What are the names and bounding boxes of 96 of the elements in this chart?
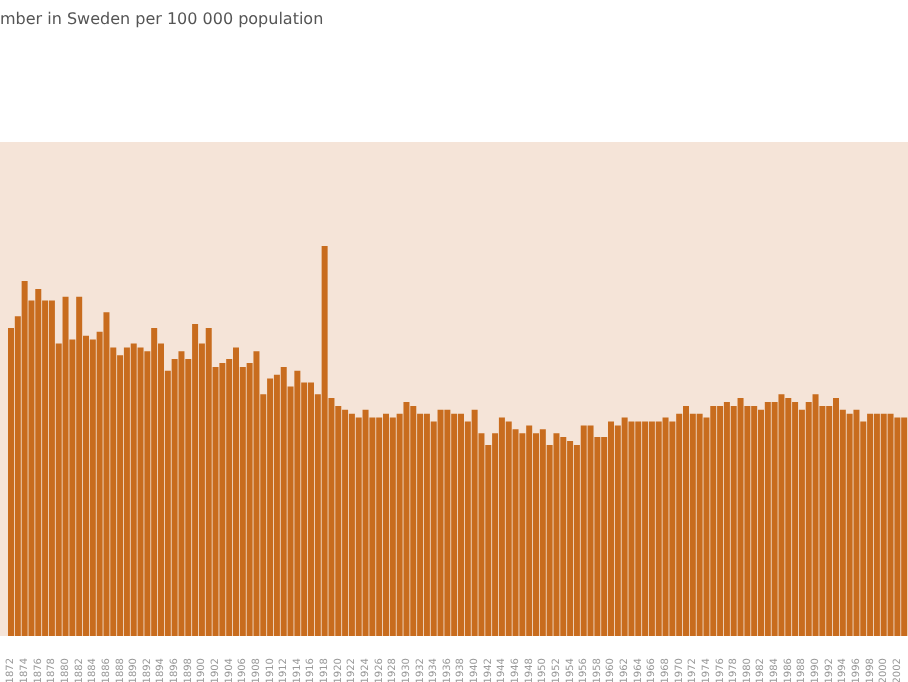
bar xyxy=(635,421,642,636)
bar xyxy=(123,347,130,636)
bar xyxy=(553,433,560,636)
bar xyxy=(846,413,853,636)
bar xyxy=(89,339,96,636)
bar xyxy=(723,402,730,636)
bar xyxy=(826,405,833,636)
bar xyxy=(48,300,55,636)
bar xyxy=(273,374,280,636)
bar xyxy=(376,417,383,636)
bar xyxy=(894,417,901,636)
bar xyxy=(669,421,676,636)
bar xyxy=(219,363,226,636)
bar xyxy=(648,421,655,636)
bar xyxy=(867,413,874,636)
bar xyxy=(771,402,778,636)
bar xyxy=(873,413,880,636)
bar xyxy=(383,413,389,636)
bar xyxy=(342,409,349,636)
bar xyxy=(778,394,785,636)
bar xyxy=(403,402,410,636)
bar xyxy=(758,409,764,636)
bar xyxy=(655,421,662,636)
bar xyxy=(130,343,137,636)
bar xyxy=(621,417,628,636)
bar xyxy=(696,413,703,636)
bar xyxy=(785,398,792,636)
bar xyxy=(355,417,362,636)
bar xyxy=(880,413,887,636)
bar xyxy=(205,327,212,636)
chart-title: mber in Sweden per 100 000 population xyxy=(0,10,324,28)
bar xyxy=(614,425,621,636)
bar xyxy=(539,429,546,636)
bar xyxy=(642,421,649,636)
bar xyxy=(798,409,805,636)
bar xyxy=(178,351,185,636)
bar xyxy=(437,409,444,636)
bar xyxy=(410,405,417,636)
bar xyxy=(35,288,42,636)
bar xyxy=(853,409,860,636)
bar xyxy=(764,402,771,636)
bar xyxy=(792,402,799,636)
bar xyxy=(567,441,574,636)
bar xyxy=(423,413,430,636)
bar xyxy=(362,409,369,636)
bar xyxy=(280,366,287,636)
bar xyxy=(348,413,355,636)
bar xyxy=(805,402,812,636)
bar xyxy=(717,405,724,636)
bar xyxy=(294,370,301,636)
bar xyxy=(389,417,396,636)
bar xyxy=(498,417,505,636)
bar xyxy=(76,296,83,636)
bar xyxy=(505,421,512,636)
bar xyxy=(887,413,894,636)
bar xyxy=(901,417,908,636)
bar xyxy=(662,417,669,636)
bar xyxy=(730,405,737,636)
bar xyxy=(710,405,717,636)
bar xyxy=(21,281,28,636)
bar xyxy=(526,425,533,636)
bar xyxy=(560,437,567,636)
bar xyxy=(335,405,342,636)
bar xyxy=(137,347,144,636)
bar xyxy=(471,409,478,636)
bar xyxy=(458,413,464,636)
bar xyxy=(451,413,458,636)
bar xyxy=(103,312,110,636)
bar xyxy=(117,355,124,636)
bar xyxy=(737,398,744,636)
bar xyxy=(192,324,199,636)
bar xyxy=(417,413,424,636)
bar xyxy=(676,413,683,636)
bar xyxy=(369,417,376,636)
bar xyxy=(308,382,314,636)
bar xyxy=(833,398,839,636)
bar xyxy=(580,425,587,636)
bar xyxy=(587,425,594,636)
bar xyxy=(512,429,519,636)
bar xyxy=(151,327,158,636)
bar xyxy=(608,421,614,636)
bar xyxy=(689,413,696,636)
bar xyxy=(744,405,751,636)
bar xyxy=(628,421,635,636)
bar xyxy=(267,378,274,636)
bar xyxy=(444,409,451,636)
bar xyxy=(62,296,69,636)
bar xyxy=(253,351,260,636)
bar xyxy=(321,246,328,636)
bar xyxy=(519,433,526,636)
bar xyxy=(812,394,819,636)
bar xyxy=(233,347,239,636)
bar xyxy=(171,359,178,636)
bar xyxy=(683,405,689,636)
bar xyxy=(751,405,758,636)
bar xyxy=(533,433,539,636)
